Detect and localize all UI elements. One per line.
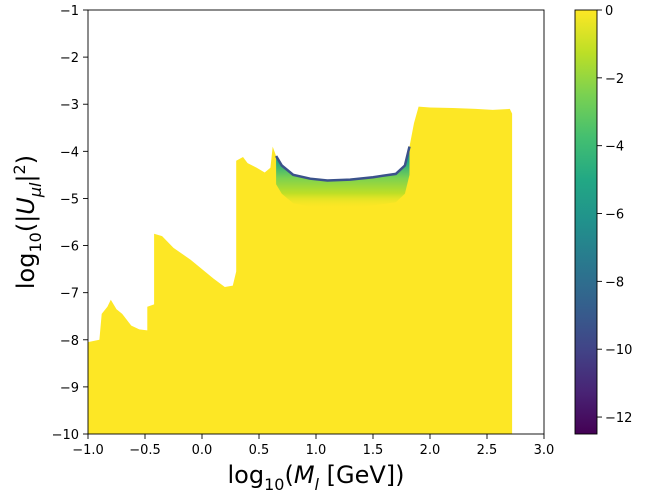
x-axis-ticks: −1.0 −0.5 0.0 0.5 1.0 1.5 2.0 2.5 3.0 — [72, 434, 554, 458]
x-tick-label: 3.0 — [534, 443, 555, 458]
x-tick-label: 2.5 — [477, 443, 498, 458]
y-tick-label: −10 — [52, 428, 79, 443]
boundary-edge — [275, 146, 411, 182]
y-tick-label: −6 — [60, 240, 79, 255]
colorbar-tick-label: −10 — [605, 343, 632, 358]
y-tick-label: −3 — [60, 98, 79, 113]
x-tick-label: −0.5 — [129, 443, 161, 458]
y-tick-label: −8 — [60, 334, 79, 349]
x-tick-label: 0.5 — [249, 443, 270, 458]
x-tick-label: 2.0 — [420, 443, 441, 458]
x-tick-label: 1.5 — [363, 443, 384, 458]
y-tick-label: −4 — [60, 145, 79, 160]
x-axis-label: log10(Ml [GeV]) — [228, 461, 405, 494]
boundary-color-band — [276, 146, 410, 209]
colorbar-tick-label: −6 — [605, 208, 624, 223]
colorbar-tick-label: −12 — [605, 411, 632, 426]
colorbar-tick-label: −8 — [605, 275, 624, 290]
colorbar-ticks: 0 −2 −4 −6 −8 −10 −12 — [597, 4, 632, 426]
allowed-region — [88, 106, 513, 434]
y-tick-label: −1 — [60, 4, 79, 19]
x-tick-label: 0.0 — [192, 443, 213, 458]
y-tick-label: −5 — [60, 192, 79, 207]
colorbar-tick-label: −2 — [605, 72, 624, 87]
y-tick-label: −7 — [60, 287, 79, 302]
colorbar-tick-label: −4 — [605, 140, 624, 155]
x-tick-label: −1.0 — [72, 443, 104, 458]
colorbar-tick-label: 0 — [605, 4, 613, 19]
y-axis-ticks: −1 −2 −3 −4 −5 −6 −7 −8 −9 −10 — [52, 4, 88, 443]
y-axis-label: log10(|Uμl|2) — [10, 155, 45, 289]
colorbar — [574, 9, 598, 435]
x-tick-label: 1.0 — [306, 443, 327, 458]
y-tick-label: −2 — [60, 51, 79, 66]
y-tick-label: −9 — [60, 381, 79, 396]
